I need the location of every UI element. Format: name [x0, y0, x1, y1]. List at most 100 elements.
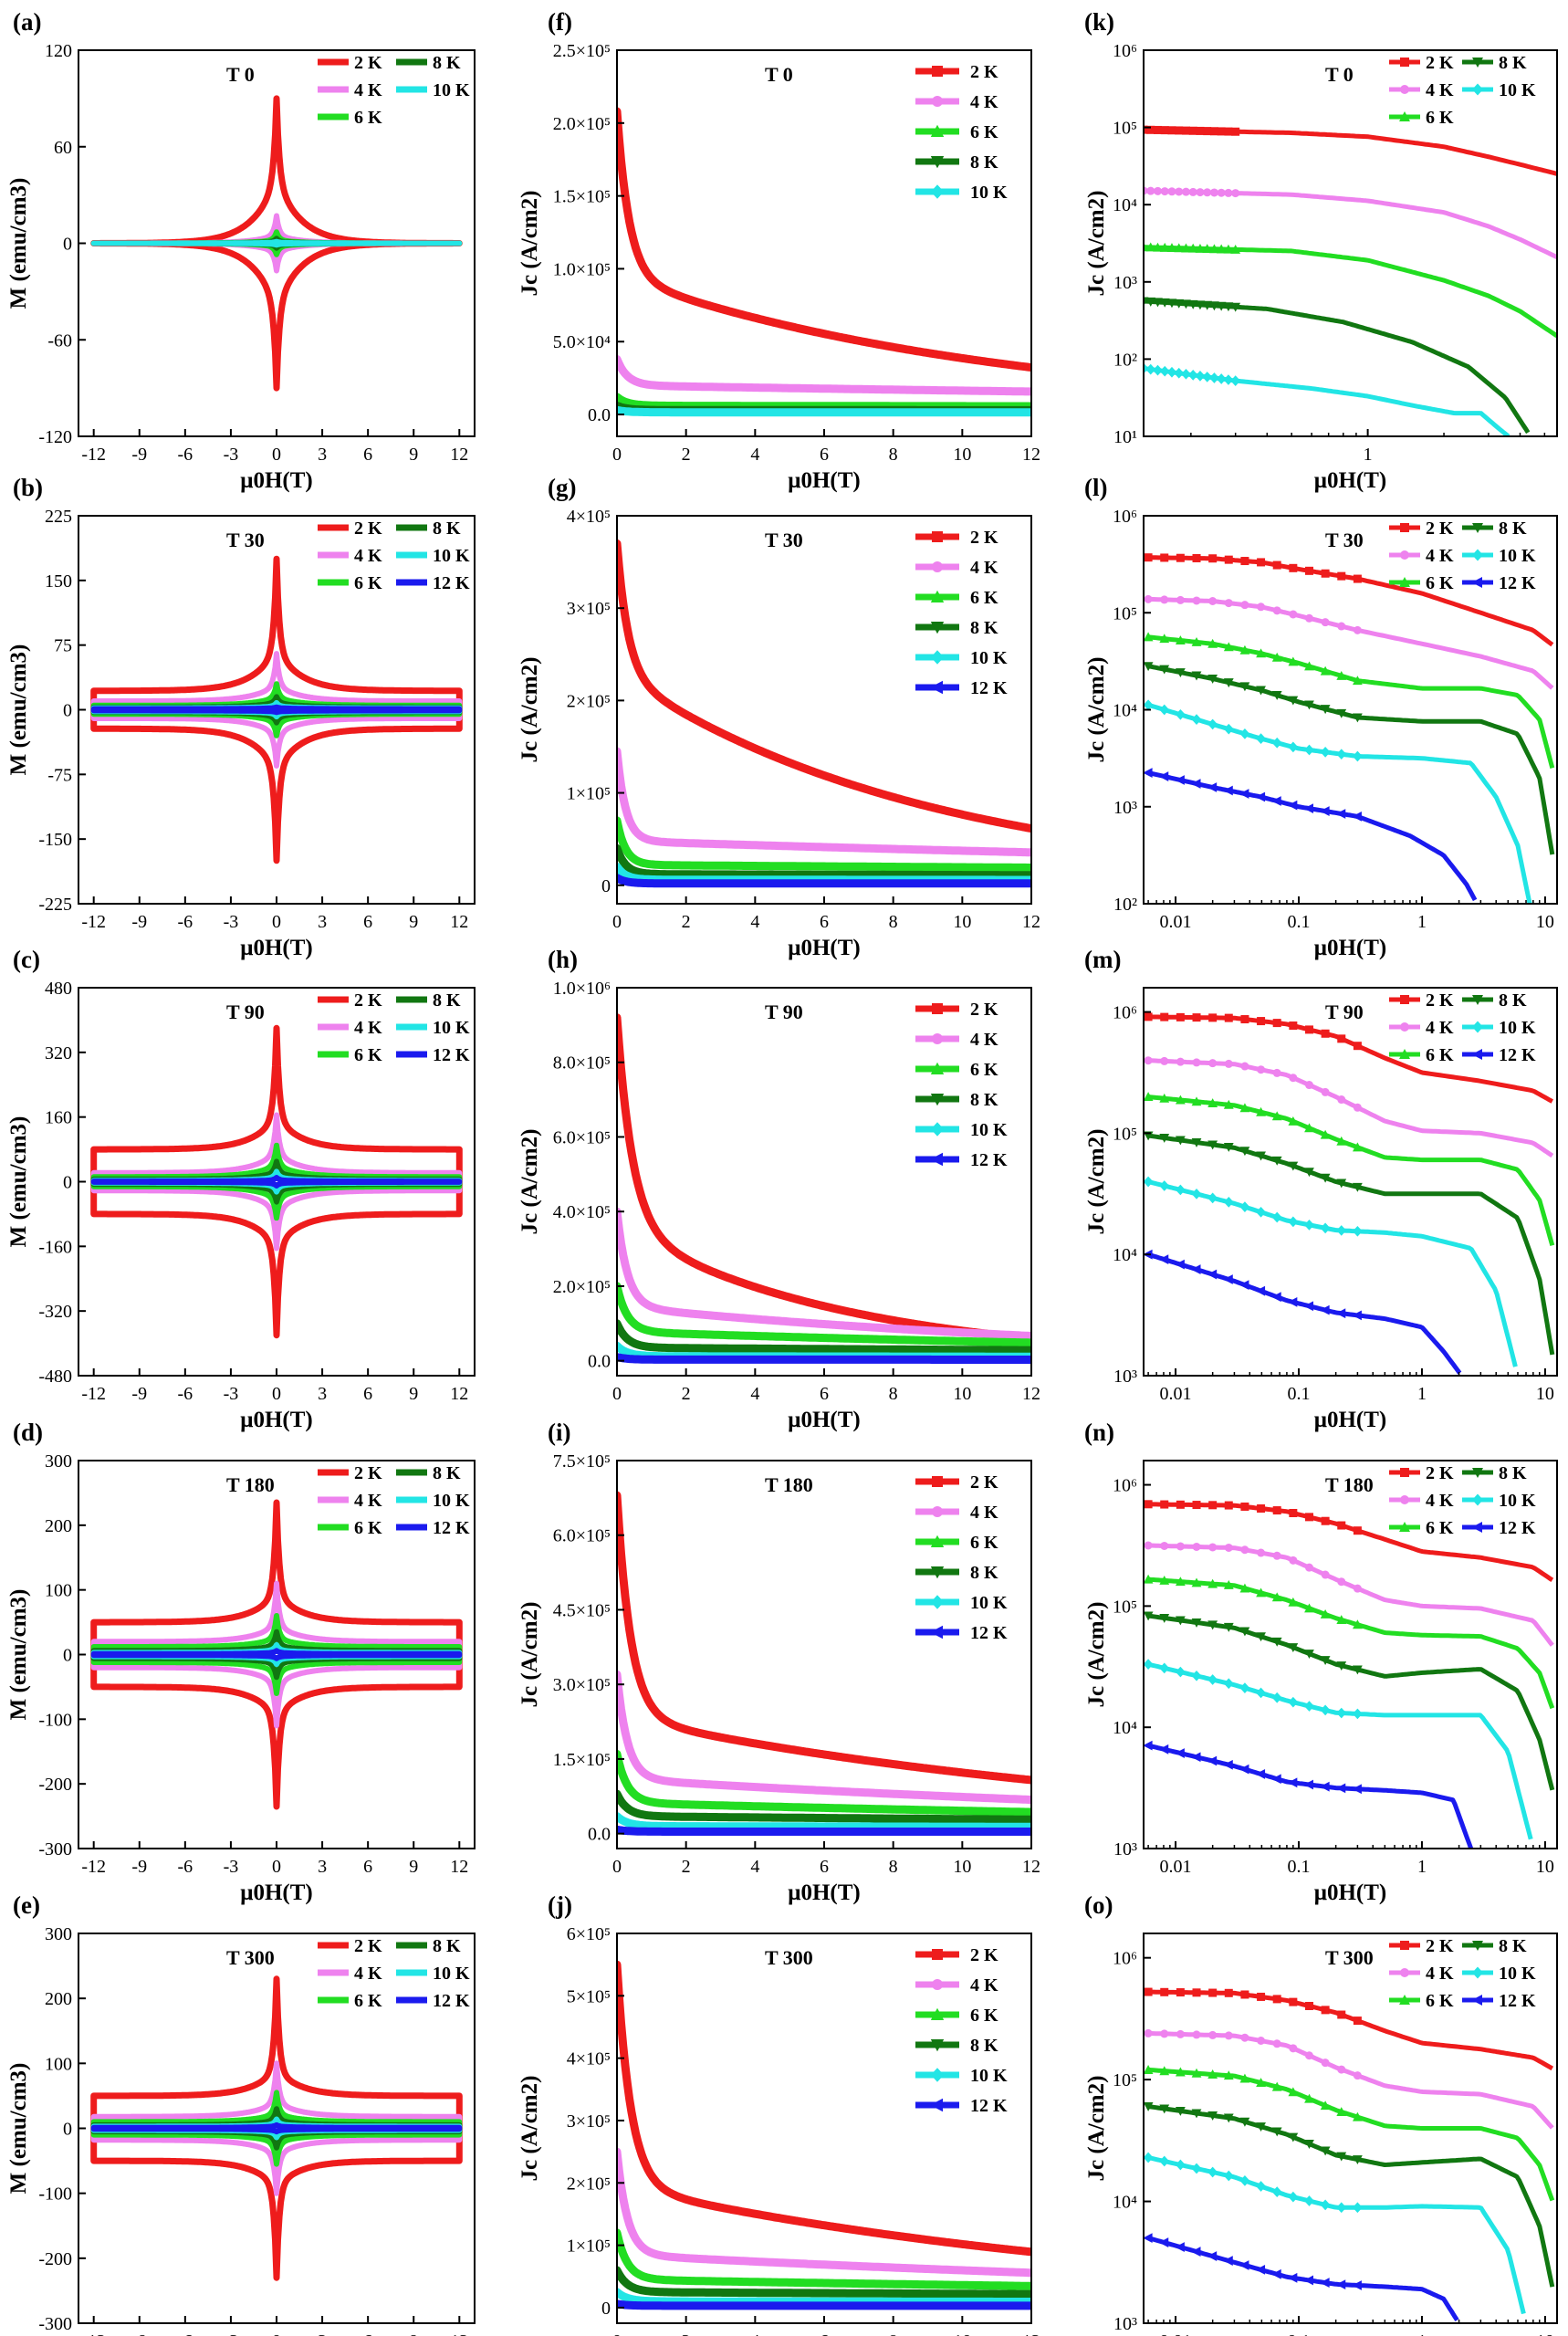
data-marker-6k: [1207, 2069, 1218, 2079]
data-marker-6k: [1223, 244, 1234, 254]
x-tick-label: 8: [889, 912, 898, 932]
series-6k-line: [1147, 2067, 1555, 2202]
data-marker-10k: [1320, 1222, 1331, 1234]
legend-label: 10 K: [433, 1018, 470, 1038]
data-marker-8k: [1256, 2122, 1266, 2132]
data-marker-2k: [1272, 1019, 1281, 1028]
x-tick-label: 8: [889, 2331, 898, 2336]
data-marker-8k: [1256, 686, 1266, 696]
data-marker-10k: [1336, 749, 1347, 760]
data-marker-2k: [1257, 558, 1266, 567]
data-marker-10k: [1336, 1225, 1347, 1236]
chart-title: T 30: [1325, 529, 1364, 551]
chart-title: T 90: [1325, 1000, 1364, 1023]
data-marker-4k: [1353, 1103, 1362, 1112]
plot-frame: [616, 987, 1032, 1377]
y-tick-label: -160: [38, 1237, 72, 1257]
y-tick-label: 0: [601, 2299, 611, 2319]
data-marker-12k: [1207, 1755, 1218, 1766]
legend-label: 2 K: [354, 1936, 382, 1956]
data-marker-2k: [1321, 2006, 1330, 2015]
data-marker-6k: [1153, 242, 1163, 252]
legend-label: 6 K: [354, 1045, 382, 1065]
data-marker-12k: [1335, 2279, 1346, 2290]
panel-label: (f): [548, 8, 572, 36]
data-marker-6k: [1175, 1095, 1186, 1105]
data-marker-8k: [1207, 674, 1218, 684]
legend-label: 12 K: [1499, 1518, 1536, 1538]
data-marker-12k: [1320, 806, 1330, 816]
data-marker-12k: [1223, 1759, 1233, 1770]
y-axis-label: Jc (A/cm2): [1084, 2076, 1109, 2182]
chart-title: T 90: [765, 1000, 803, 1023]
data-marker-4k: [1240, 1545, 1249, 1555]
data-marker-4k: [1353, 2071, 1362, 2080]
legend-label: 4 K: [354, 1964, 382, 1984]
data-marker-10k: [1207, 718, 1218, 730]
legend: 2 K 4 K 6 K 8 K 10 K 12 K: [915, 1472, 1008, 1643]
legend-label: 8 K: [433, 1936, 461, 1956]
y-axis-label: M (emu/cm3): [6, 1589, 31, 1721]
data-marker-2k: [1240, 1502, 1249, 1511]
series-8k-line: [617, 1789, 1031, 1824]
data-marker-2k: [1144, 1987, 1153, 1996]
data-marker-2k: [1289, 563, 1298, 572]
legend-marker: [930, 1535, 945, 1547]
data-marker-10k: [1223, 1678, 1234, 1690]
data-marker-2k: [1217, 127, 1226, 136]
data-marker-4k: [1176, 1057, 1185, 1066]
data-marker-8k: [1336, 708, 1347, 718]
x-tick-label: 1: [1417, 2331, 1427, 2336]
data-marker-6k: [1159, 634, 1170, 644]
data-marker-10k: [1191, 1189, 1202, 1199]
plot-frame: [1143, 515, 1558, 905]
y-tick-label: 1.0×10⁵: [553, 259, 611, 279]
data-marker-4k: [1144, 186, 1148, 195]
legend-label: 2 K: [1426, 519, 1454, 539]
legend: 2 K 4 K 6 K 8 K 10 K 12 K: [1389, 519, 1536, 593]
data-marker-10k: [1239, 1682, 1250, 1694]
data-marker-12k: [1191, 779, 1201, 789]
legend-marker: [1400, 58, 1409, 67]
data-marker-12k: [1271, 2268, 1281, 2279]
legend-marker: [1472, 995, 1483, 1005]
y-tick-label: 10⁵: [1113, 1124, 1137, 1144]
data-marker-2k: [1144, 1012, 1153, 1021]
x-tick-label: 0: [272, 1384, 281, 1404]
data-marker-4k: [1146, 186, 1155, 195]
series-4k-line: [617, 747, 1031, 857]
series-4k-loop: [90, 651, 463, 769]
data-marker-12k: [1320, 2278, 1330, 2288]
x-tick-label: 4: [750, 912, 759, 932]
y-axis-label: M (emu/cm3): [6, 1116, 31, 1248]
legend-label: 2 K: [1426, 1936, 1454, 1956]
data-marker-12k: [1175, 1259, 1185, 1270]
y-axis-label: M (emu/cm3): [6, 644, 31, 776]
legend-label: 2 K: [354, 990, 382, 1011]
data-marker-10k: [1352, 750, 1363, 762]
data-marker-2k: [1272, 1506, 1281, 1515]
x-tick-label: 0: [612, 1857, 622, 1877]
data-marker-2k: [1289, 1508, 1298, 1517]
data-marker-8k: [1159, 298, 1170, 308]
data-marker-10k: [1239, 728, 1250, 739]
x-tick-label: 9: [409, 912, 418, 932]
y-tick-label: 320: [45, 1043, 72, 1063]
data-marker-10k: [1223, 2170, 1234, 2182]
data-marker-8k: [1159, 665, 1170, 675]
data-marker-2k: [1146, 125, 1155, 134]
legend-label: 6 K: [354, 1518, 382, 1538]
x-tick-label: 9: [409, 2331, 418, 2336]
legend-label: 4 K: [354, 1491, 382, 1511]
panel-f: (f) 0 2 4 6 8 10 12 0.0 5.0×10⁴ 1.0×10⁵ 1.5×10⁵ 2.0×…: [517, 8, 1040, 493]
y-tick-label: -100: [38, 2184, 72, 2205]
data-marker-10k: [1153, 364, 1163, 376]
legend-label: 6 K: [354, 108, 382, 128]
data-marker-4k: [1289, 1556, 1298, 1565]
y-tick-label: 225: [45, 507, 72, 527]
data-marker-4k: [1272, 1551, 1281, 1560]
x-tick-label: 10: [953, 445, 971, 465]
data-marker-10k: [1166, 366, 1177, 378]
data-marker-4k: [1196, 188, 1205, 197]
